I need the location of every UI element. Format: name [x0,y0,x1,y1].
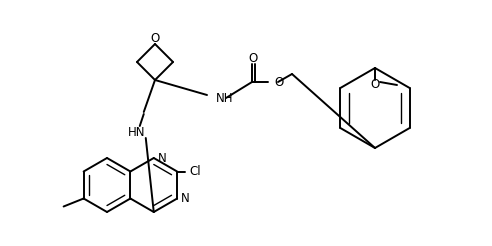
Text: HN: HN [128,125,146,138]
Text: N: N [158,152,166,165]
Text: O: O [370,78,380,92]
Text: NH: NH [216,92,234,105]
Text: O: O [274,76,283,89]
Text: Cl: Cl [189,165,201,178]
Text: N: N [181,192,190,205]
Text: O: O [151,32,159,46]
Text: O: O [248,52,258,65]
